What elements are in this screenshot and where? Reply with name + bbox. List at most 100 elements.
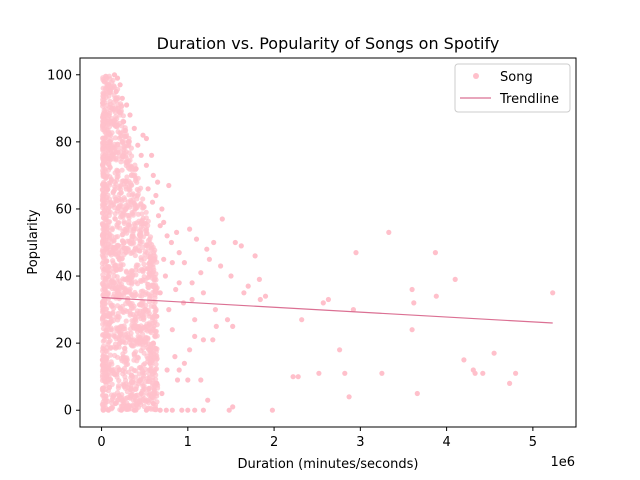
scatter-point: [432, 250, 438, 256]
scatter-point: [109, 404, 115, 410]
scatter-point: [106, 204, 112, 210]
scatter-point: [118, 261, 124, 267]
scatter-point: [103, 73, 109, 79]
x-axis-ticks: 0 1 2 3 4 5: [97, 427, 537, 450]
scatter-point: [122, 369, 128, 375]
scatter-point: [181, 260, 187, 266]
scatter-point: [103, 354, 109, 360]
scatter-point: [205, 397, 211, 403]
scatter-point: [200, 407, 206, 413]
scatter-point: [126, 213, 132, 219]
scatter-point: [128, 383, 134, 390]
scatter-point: [157, 223, 163, 229]
scatter-point: [120, 231, 126, 238]
scatter-point: [138, 335, 144, 341]
scatter-point: [151, 257, 157, 263]
scatter-point: [115, 364, 121, 371]
scatter-point: [109, 381, 115, 387]
scatter-point: [131, 125, 137, 131]
scatter-point: [99, 260, 105, 267]
scatter-point: [257, 296, 263, 303]
scatter-point: [200, 290, 206, 296]
scatter-point: [122, 335, 128, 341]
scatter-point: [132, 193, 138, 199]
scatter-point: [105, 144, 111, 150]
scatter-point: [386, 229, 392, 235]
scatter-point: [121, 346, 128, 352]
scatter-point: [119, 95, 125, 101]
scatter-point: [152, 334, 158, 340]
scatter-point: [299, 317, 305, 323]
scatter-point: [172, 354, 178, 360]
scatter-point: [120, 351, 126, 357]
scatter-point: [316, 370, 322, 376]
scatter-point: [218, 263, 224, 269]
scatter-point: [138, 390, 144, 397]
scatter-point: [414, 390, 420, 397]
scatter-point: [110, 260, 116, 266]
scatter-point: [472, 370, 478, 376]
scatter-point: [100, 172, 106, 178]
x-axis-offset-text: 1e6: [550, 455, 575, 470]
scatter-point: [238, 243, 244, 249]
scatter-point: [128, 180, 134, 186]
legend-marker-song: [473, 73, 479, 79]
scatter-point: [146, 385, 152, 391]
scatter-point: [146, 320, 153, 326]
scatter-point: [100, 338, 106, 344]
scatter-point: [212, 307, 218, 313]
scatter-point: [118, 355, 124, 362]
legend: Song Trendline: [454, 63, 571, 113]
scatter-point: [112, 135, 118, 141]
scatter-point: [112, 141, 118, 147]
scatter-point: [179, 407, 185, 413]
scatter-point: [129, 209, 135, 216]
scatter-point: [115, 220, 121, 226]
scatter-point: [111, 291, 117, 297]
scatter-point: [136, 371, 142, 377]
scatter-point: [102, 86, 108, 92]
scatter-point: [138, 152, 144, 158]
scatter-point: [132, 222, 138, 228]
scatter-point: [129, 153, 135, 159]
scatter-point: [143, 407, 149, 413]
scatter-point: [148, 293, 154, 299]
scatter-point: [148, 303, 154, 309]
scatter-point: [102, 333, 108, 339]
scatter-point: [145, 222, 151, 229]
scatter-point: [115, 173, 121, 180]
scatter-point: [124, 180, 130, 187]
scatter-point: [110, 279, 116, 286]
scatter-point: [100, 345, 106, 351]
scatter-point: [109, 130, 115, 136]
scatter-point: [350, 307, 356, 313]
scatter-point: [128, 392, 134, 398]
scatter-point: [211, 239, 217, 246]
scatter-point: [151, 252, 157, 258]
scatter-point: [114, 95, 120, 101]
scatter-point: [162, 273, 168, 279]
scatter-point: [118, 190, 124, 196]
scatter-point: [105, 364, 111, 370]
scatter-point: [153, 361, 159, 367]
scatter-point: [169, 327, 175, 333]
scatter-point: [135, 142, 141, 148]
scatter-point: [99, 374, 106, 380]
scatter-point: [123, 377, 129, 383]
scatter-point: [126, 186, 132, 192]
scatter-point: [232, 239, 238, 246]
scatter-point: [147, 360, 153, 366]
scatter-point: [125, 330, 131, 337]
scatter-point: [120, 138, 127, 144]
scatter-point: [119, 104, 125, 110]
scatter-point: [111, 72, 118, 78]
scatter-point: [134, 262, 140, 268]
scatter-point: [102, 208, 108, 214]
scatter-point: [103, 238, 109, 244]
scatter-point: [120, 397, 126, 403]
scatter-point: [119, 248, 125, 254]
x-tick-label: 0: [97, 435, 105, 450]
scatter-point: [111, 269, 117, 275]
scatter-point: [142, 338, 148, 345]
scatter-point: [102, 286, 108, 293]
